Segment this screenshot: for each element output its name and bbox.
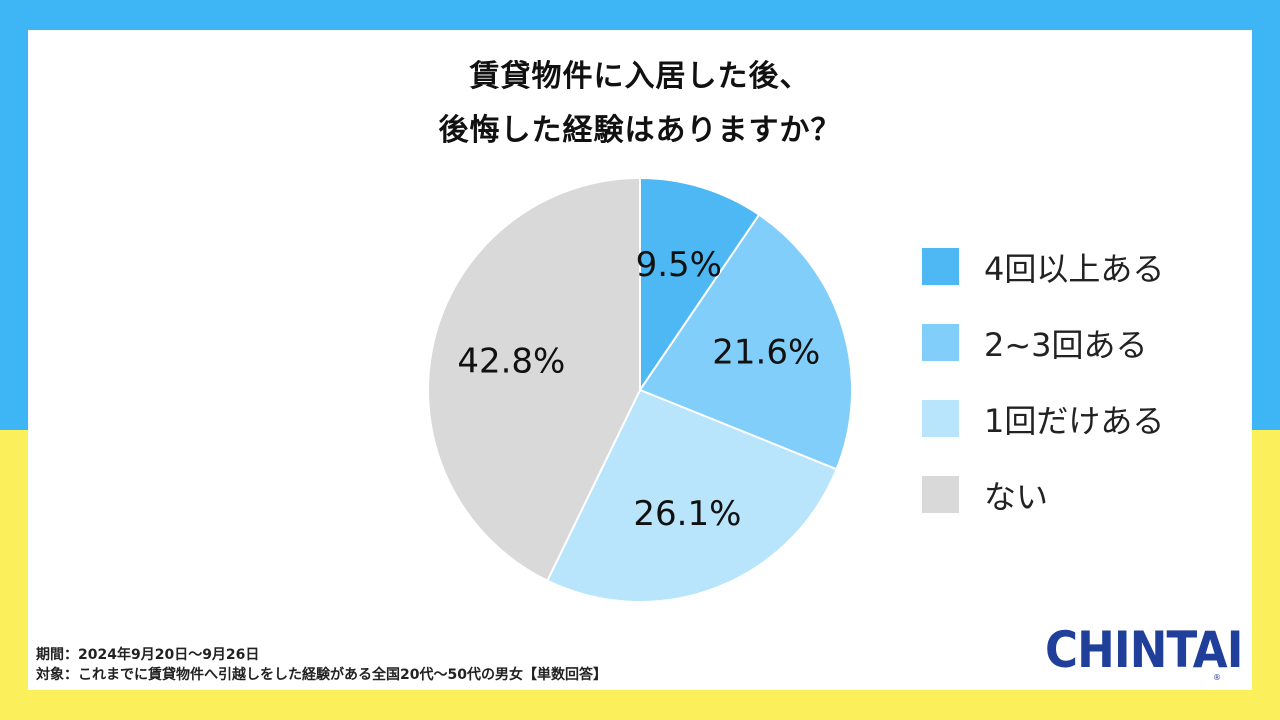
footnote-target: 対象：これまでに賃貸物件へ引越しをした経験がある全国20代〜50代の男女【単数回… (36, 667, 607, 683)
chintai-logo: CHINTAI (1045, 617, 1243, 683)
legend-label: 1回だけある (984, 402, 1165, 440)
legend-label: ない (984, 478, 1049, 516)
chart-title: 賃貸物件に入居した後、 後悔した経験はありますか？ (0, 50, 1280, 158)
pie-slice-label: 21.6% (712, 333, 820, 373)
legend-swatch (922, 248, 959, 285)
logo-text: CHINTAI (1045, 621, 1243, 679)
legend-swatch (922, 476, 959, 513)
legend-label: 2~3回ある (984, 326, 1148, 364)
pie-slice (427, 176, 641, 583)
pie-slice-label: 26.1% (633, 494, 741, 534)
chart-title-line2: 後悔した経験はありますか？ (438, 113, 842, 148)
footnote: 期間：2024年9月20日〜9月26日 対象：これまでに賃貸物件へ引越しをした経… (36, 645, 607, 685)
chart-title-line1: 賃貸物件に入居した後、 (469, 59, 811, 94)
legend-swatch (922, 400, 959, 437)
legend-swatch (922, 324, 959, 361)
pie-slice (638, 213, 853, 471)
pie-slice-label: 42.8% (457, 341, 565, 381)
footnote-period: 期間：2024年9月20日〜9月26日 (36, 647, 260, 663)
pie-slice (545, 388, 838, 603)
logo-registered-mark: ® (1213, 673, 1221, 682)
pie-slice (639, 176, 761, 394)
legend-label: 4回以上ある (984, 250, 1165, 288)
pie-slice-label: 9.5% (636, 245, 722, 285)
